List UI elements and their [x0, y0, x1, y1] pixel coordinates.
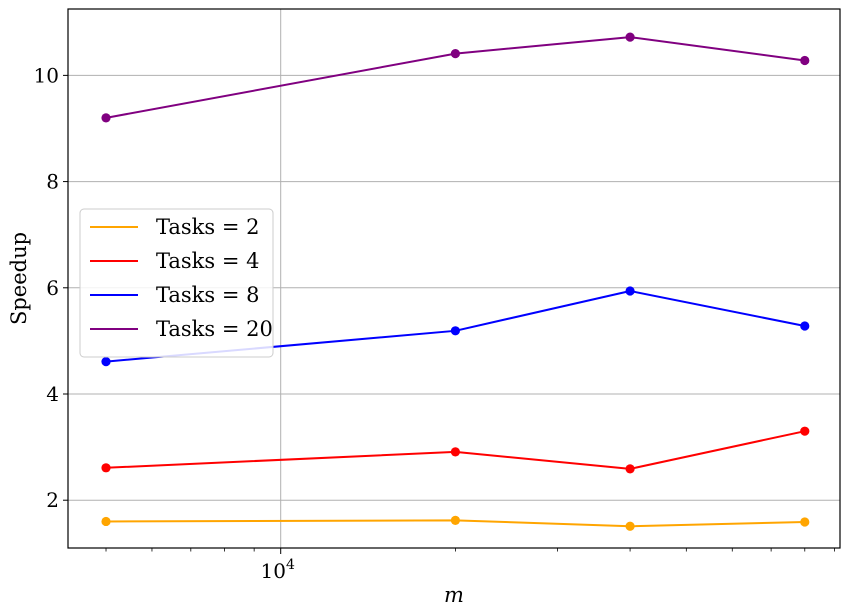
data-point: [625, 521, 635, 531]
legend-label: Tasks = 4: [156, 249, 259, 273]
y-tick-label: 10: [34, 63, 59, 87]
y-axis-label: Speedup: [7, 232, 31, 325]
series-line: [105, 430, 805, 470]
x-tick-label: 104: [261, 557, 295, 583]
legend-item: Tasks = 8: [90, 283, 259, 307]
data-point: [800, 517, 810, 527]
legend-label: Tasks = 2: [156, 215, 259, 239]
y-tick-label: 4: [46, 382, 59, 406]
legend-label: Tasks = 8: [156, 283, 259, 307]
data-point: [625, 32, 635, 42]
y-tick-label: 2: [46, 488, 59, 512]
y-tick-label: 8: [46, 170, 59, 194]
x-axis-label: m: [444, 583, 464, 607]
legend-label: Tasks = 20: [156, 317, 273, 341]
data-point: [625, 286, 635, 296]
data-point: [450, 515, 460, 525]
data-point: [800, 55, 810, 66]
y-axis: 2 4 6 8 10: [34, 63, 68, 512]
series-line: [105, 289, 805, 363]
data-point: [450, 49, 460, 59]
data-point: [101, 516, 111, 527]
series-line: [106, 519, 805, 528]
legend-item: Tasks = 4: [90, 249, 259, 273]
data-point: [101, 463, 111, 473]
data-point: [101, 113, 111, 123]
series-layer: [101, 32, 810, 531]
legend-item: Tasks = 20: [90, 317, 273, 341]
y-tick-label: 6: [46, 276, 59, 300]
x-axis: 104: [261, 548, 295, 583]
data-point: [450, 326, 460, 336]
data-point: [800, 426, 810, 436]
series: [101, 426, 810, 474]
series: [101, 286, 810, 367]
series: [101, 32, 810, 123]
plot-area-frame: [67, 8, 841, 549]
series: [101, 515, 810, 531]
data-point: [101, 357, 111, 367]
legend-box: [79, 208, 274, 358]
data-point: [625, 464, 635, 474]
data-point: [450, 447, 460, 457]
legend-item: Tasks = 2: [90, 215, 259, 239]
series-line: [105, 36, 805, 119]
data-point: [800, 321, 810, 331]
legend: Tasks = 2 Tasks = 4 Tasks = 8 Tasks = 20: [79, 208, 274, 358]
